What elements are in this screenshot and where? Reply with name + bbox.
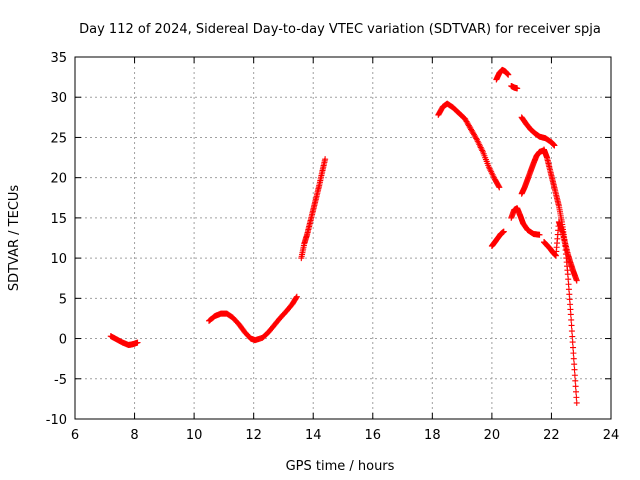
data-point — [571, 366, 578, 373]
y-axis-title: SDTVAR / TECUs — [7, 185, 22, 292]
data-point — [570, 350, 577, 357]
data-point — [134, 339, 141, 346]
grid — [75, 57, 611, 419]
series-seg7 — [488, 228, 507, 250]
y-tick-label: 0 — [59, 333, 67, 348]
series-seg5 — [493, 66, 512, 83]
y-tick-label: 15 — [50, 212, 67, 227]
data-point — [572, 377, 579, 384]
y-tick-label: -10 — [46, 413, 67, 428]
data-point — [496, 184, 503, 191]
data-point — [568, 322, 575, 329]
x-tick-label: 20 — [484, 428, 501, 443]
x-tick-label: 24 — [603, 428, 620, 443]
data-point — [536, 231, 543, 238]
data-point — [500, 228, 507, 235]
data-point — [573, 399, 580, 406]
data-point — [571, 361, 578, 368]
plot-frame — [74, 56, 612, 420]
x-tick-label: 6 — [71, 428, 79, 443]
data-point — [567, 306, 574, 313]
y-tick-label: 10 — [50, 252, 67, 267]
data-point — [573, 388, 580, 395]
x-tick-label: 8 — [130, 428, 138, 443]
series-seg10 — [518, 114, 558, 149]
y-tick-label: 30 — [50, 91, 67, 106]
series-seg8 — [508, 205, 543, 238]
data-point — [505, 71, 512, 78]
data-point — [567, 311, 574, 318]
series-seg2 — [206, 293, 300, 344]
axis-ticks: 6 8 10 12 14 16 18 20 22 24 -10 -5 0 5 10 15 20 25 30 35 — [46, 51, 620, 443]
data-point — [573, 394, 580, 401]
data-point — [565, 286, 572, 293]
data-point — [570, 355, 577, 362]
data-point — [568, 328, 575, 335]
data-point — [568, 316, 575, 323]
x-axis-title: GPS time / hours — [286, 459, 395, 474]
y-tick-label: 35 — [50, 51, 67, 66]
data-point — [551, 142, 558, 149]
series-seg6 — [508, 82, 521, 92]
data-point — [567, 301, 574, 308]
data-point — [572, 383, 579, 390]
series-seg11 — [541, 218, 580, 284]
series-seg3 — [298, 156, 329, 262]
x-tick-label: 10 — [186, 428, 203, 443]
data-point — [569, 333, 576, 340]
y-tick-label: 25 — [50, 131, 67, 146]
data-point — [570, 344, 577, 351]
y-tick-label: -5 — [54, 373, 67, 388]
series-seg9 — [518, 147, 547, 197]
series-seg4 — [435, 100, 503, 191]
data-point — [566, 296, 573, 303]
data-point — [322, 156, 329, 163]
data-point — [565, 276, 572, 283]
x-tick-label: 14 — [305, 428, 322, 443]
x-tick-label: 22 — [543, 428, 560, 443]
y-tick-label: 5 — [59, 292, 67, 307]
series-seg12 — [541, 146, 580, 406]
data-point — [573, 277, 580, 284]
data-point — [293, 294, 300, 301]
x-tick-label: 16 — [365, 428, 382, 443]
data-point — [514, 85, 521, 92]
series-seg1 — [107, 333, 141, 348]
data-point — [571, 372, 578, 379]
data-point — [564, 271, 571, 278]
y-tick-label: 20 — [50, 172, 67, 187]
data-point — [569, 339, 576, 346]
data-point — [495, 183, 502, 190]
data-point — [565, 281, 572, 288]
data-points — [107, 66, 580, 406]
data-point — [293, 293, 300, 300]
x-tick-label: 12 — [245, 428, 262, 443]
data-point — [566, 291, 573, 298]
x-tick-label: 18 — [424, 428, 441, 443]
chart-title: Day 112 of 2024, Sidereal Day-to-day VTE… — [79, 22, 601, 37]
